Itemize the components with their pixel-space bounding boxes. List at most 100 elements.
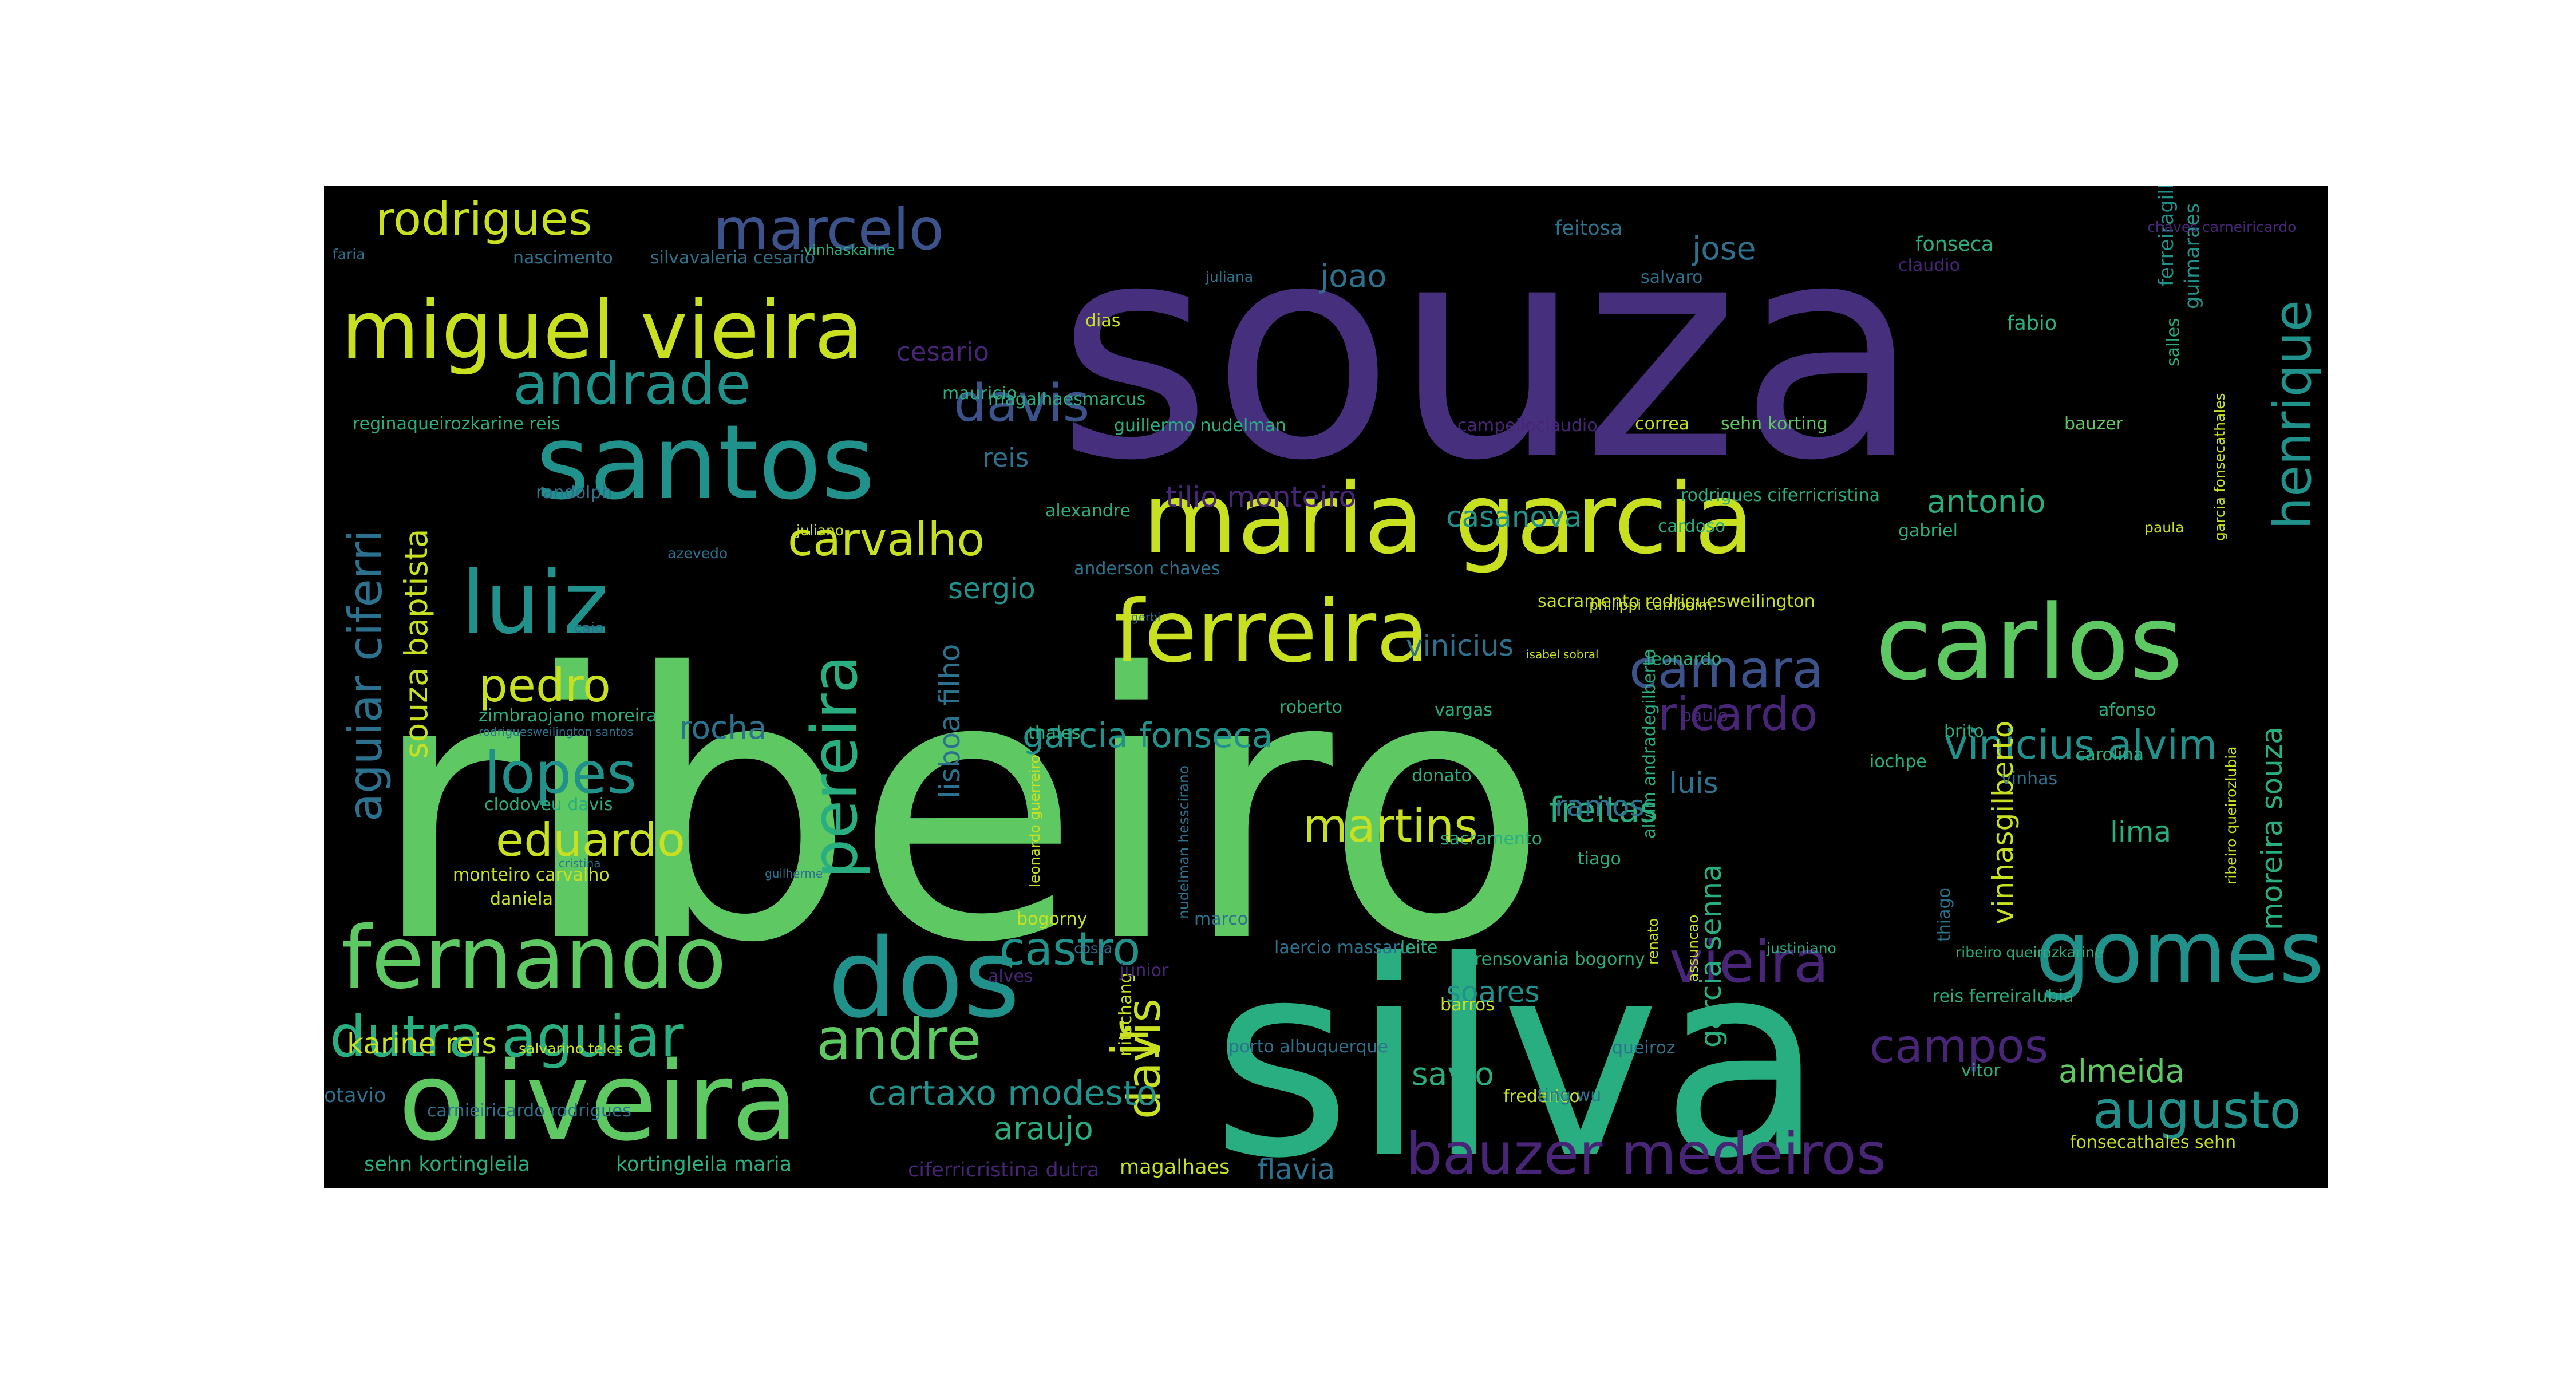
word-davis: davis [954,373,1089,433]
word-oliveira: oliveira [398,1039,799,1165]
word-ferreira: ferreira [1114,582,1429,682]
word-fonsecathales-sehn: fonsecathales sehn [2070,1132,2236,1152]
word-ricardo: ricardo [1658,688,1818,741]
word-vitor: vitor [1961,1061,2001,1081]
word-karine-reis: karine reis [347,1027,497,1060]
word-barros: barros [1440,995,1495,1015]
word-reis: reis [982,443,1029,473]
word-tiago: tiago [1578,849,1621,869]
word-garcia-fonseca: garcia fonseca [1022,716,1273,756]
word-assuncao: assuncao [1685,915,1701,982]
word-salvarino-teles: salvarino teles [519,1040,623,1057]
word-reginaqueirozkarine-reis: reginaqueirozkarine reis [353,414,560,434]
word-ciferricristina-dutra: ciferricristina dutra [908,1159,1099,1182]
word-carolina: carolina [2076,745,2144,765]
word-renato: renato [1645,918,1661,965]
word-jr: jr [1101,1021,1161,1057]
word-almeida: almeida [2059,1053,2184,1089]
word-sehn-kortingleila: sehn kortingleila [364,1153,530,1176]
word-juliano: juliano [796,522,844,539]
word-tilio-monteiro: tilio monteiro [1165,480,1356,514]
word-alexandre: alexandre [1045,501,1131,521]
word-queiroz: queiroz [1612,1038,1676,1058]
word-afonso: afonso [2099,700,2156,720]
word-faria: faria [333,246,365,263]
word-reis-ferreiralubia: reis ferreiralubia [1933,986,2074,1006]
word-sacramento-rodriguesweilington: sacramento rodriguesweilington [1538,591,1815,611]
word-andrade: andrade [513,350,751,417]
word-sacramento: sacramento [1440,829,1542,849]
word-bauzer: bauzer [2064,414,2124,434]
word-bogorny: bogorny [1017,909,1087,929]
word-sehn-korting: sehn korting [1721,414,1828,434]
word-silva: silva [1211,904,1825,1188]
word-jose: jose [1692,230,1756,267]
word-davis: davis [1117,998,1171,1119]
word-guimaraes: guimaraes [2181,203,2204,309]
word-araujo: araujo [994,1110,1093,1147]
word-chaves-carneiricardo: chaves carneiricardo [2147,219,2296,235]
word-aguiar-ciferri: aguiar ciferri [339,530,392,822]
word-moreira-souza: moreira souza [2255,727,2289,930]
word-goncalves: goncalves [1412,743,1498,763]
word-clodoveu-davis: clodoveu davis [484,795,613,815]
word-eduardo: eduardo [496,814,685,867]
word-isabel-sobral: isabel sobral [1526,647,1599,661]
word-lisboa-filho: lisboa filho [933,644,966,799]
word-flavia: flavia [1257,1153,1335,1186]
word-savio: savio [1412,1056,1494,1092]
word-ferreiragilberto: ferreiragilberto [2155,186,2178,286]
word-cesario: cesario [896,337,989,367]
word-santos: santos [536,403,875,523]
word-costa: costa [1074,940,1112,957]
word-nitschang: nitschang [1116,972,1136,1056]
word-gomes: gomes [2036,903,2324,1002]
word-fernando: fernando [341,909,726,1008]
word-salles: salles [2163,318,2183,366]
word-souza: souza [1057,186,1921,526]
word-caio: caio [574,619,603,636]
word-roberto: roberto [1279,697,1342,717]
word-miguel-vieira: miguel vieira [341,284,864,377]
word-campos: campos [1870,1020,2048,1073]
word-salvaro: salvaro [1641,267,1703,287]
word-augusto: augusto [2093,1080,2301,1140]
word-paulo: paulo [1681,706,1728,726]
word-carvalho: carvalho [788,513,985,566]
word-pedro: pedro [479,659,611,712]
word-henrique: henrique [2263,300,2323,530]
word-vinhaskarine: vinhaskarine [804,242,895,258]
word-marco: marco [1194,909,1248,929]
word-junior: junior [1119,961,1169,981]
word-pereira: pereira [798,655,871,879]
word-ramos: ramos [1555,789,1645,823]
word-gabriel: gabriel [1898,521,1958,541]
word-alvim-andradegilberto: alvim andradegilberto [1639,649,1660,839]
word-iochpe: iochpe [1870,752,1927,772]
word-rocha: rocha [679,709,767,746]
word-dos: dos [828,915,1020,1042]
word-guilherme: guilherme [765,867,823,881]
word-carnieiricardo-rodrigues: carnieiricardo rodrigues [427,1101,631,1121]
word-donato: donato [1412,766,1472,786]
word-bauzer-medeiros: bauzer medeiros [1406,1120,1886,1187]
word-paula: paula [2144,519,2184,536]
word-garcia-senna: garcia senna [1694,864,1728,1048]
word-joao: joao [1319,258,1386,294]
word-dias: dias [1085,311,1120,331]
word-nudelman-hesscirano: nudelman hesscirano [1175,765,1192,919]
word-freitas: freitas [1549,790,1658,830]
word-otavio: otavio [324,1084,386,1107]
word-vargas: vargas [1435,700,1492,720]
word-castro: castro [999,922,1140,976]
word-ribeiro-queirozkarine: ribeiro queirozkarine [1955,944,2103,961]
word-camara: camara [1629,639,1824,700]
word-thales: thales [1028,723,1081,743]
word-thiago: thiago [1934,887,1954,942]
word-leite: leite [1400,938,1437,958]
word-leonardo-guerreiro: leonardo guerreiro [1026,755,1043,887]
word-vinhas: vinhas [2001,769,2057,789]
word-leonardo: leonardo [1646,649,1722,669]
word-rensovania-bogorny: rensovania bogorny [1475,949,1645,969]
word-randolph: randolph [536,483,613,503]
